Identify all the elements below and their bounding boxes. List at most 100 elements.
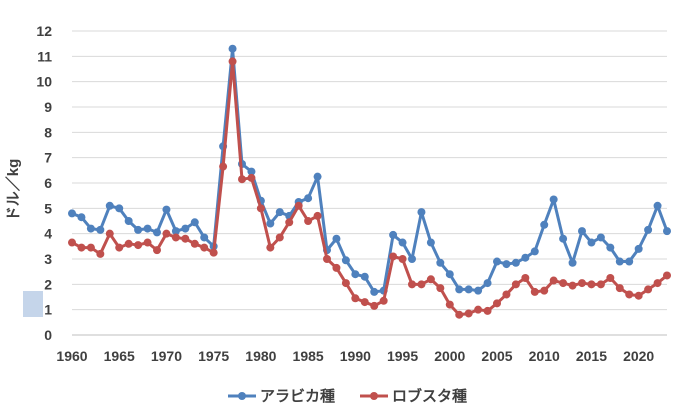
data-point <box>653 201 662 210</box>
x-tick-label: 2005 <box>481 348 512 364</box>
data-point <box>285 218 294 227</box>
data-point <box>190 239 199 248</box>
data-point <box>398 255 407 263</box>
data-point <box>445 300 454 309</box>
data-point <box>247 167 256 176</box>
data-point <box>96 249 105 258</box>
x-tick-label: 2010 <box>529 348 560 364</box>
y-tick-label: 0 <box>44 327 52 343</box>
data-point <box>313 172 322 181</box>
data-point <box>426 275 435 284</box>
series-line <box>71 47 669 294</box>
y-tick-label: 4 <box>44 226 52 242</box>
data-point <box>511 258 520 267</box>
data-point <box>596 233 605 242</box>
data-point <box>238 175 246 184</box>
data-point <box>332 234 341 243</box>
data-point <box>436 284 445 293</box>
data-point <box>568 281 577 290</box>
data-point <box>115 243 124 252</box>
data-point <box>615 257 624 266</box>
data-point <box>105 229 114 238</box>
data-point <box>389 230 398 239</box>
legend-label: ロブスタ種 <box>392 387 467 405</box>
data-point <box>540 286 549 295</box>
data-point <box>68 209 76 218</box>
data-point <box>171 233 180 242</box>
data-point <box>578 227 586 236</box>
data-point <box>398 238 407 247</box>
data-point <box>483 306 492 315</box>
data-point <box>200 243 209 252</box>
x-tick-label: 2000 <box>434 348 465 364</box>
data-point <box>256 204 265 213</box>
data-point <box>578 279 586 288</box>
x-tick-label: 1970 <box>151 348 182 364</box>
data-point <box>549 276 558 285</box>
data-point <box>304 217 313 225</box>
data-point <box>124 217 133 225</box>
data-point <box>408 255 416 263</box>
y-tick-label: 7 <box>44 150 52 166</box>
data-point <box>455 310 464 319</box>
data-point <box>162 229 171 238</box>
y-tick-label: 12 <box>36 23 52 39</box>
data-point <box>663 227 671 236</box>
y-tick-label: 1 <box>44 302 52 318</box>
data-point <box>644 285 653 294</box>
data-point <box>266 219 275 228</box>
data-point <box>143 238 152 247</box>
data-point <box>86 224 95 233</box>
data-point <box>190 218 199 227</box>
data-point <box>417 280 426 289</box>
data-point <box>294 201 303 210</box>
data-point <box>266 243 275 252</box>
data-point <box>275 208 284 217</box>
data-point <box>351 270 360 279</box>
data-point <box>181 224 190 233</box>
x-tick-label: 1975 <box>198 348 229 364</box>
data-point <box>587 238 596 247</box>
data-point <box>134 225 143 234</box>
data-point <box>370 301 379 310</box>
data-point <box>474 305 483 314</box>
data-point <box>549 195 558 204</box>
series-1 <box>68 44 671 296</box>
data-point <box>313 211 322 220</box>
gridlines <box>72 30 667 336</box>
data-point <box>653 279 662 288</box>
data-point <box>68 238 76 247</box>
data-point <box>228 44 237 53</box>
legend-marker <box>238 392 246 400</box>
data-point <box>153 228 161 237</box>
x-tick-label: 1960 <box>56 348 87 364</box>
series-layer <box>68 44 671 319</box>
data-point <box>587 280 596 289</box>
y-tick-label: 8 <box>44 124 52 140</box>
data-point <box>530 247 539 256</box>
data-point <box>134 241 143 250</box>
data-point <box>502 290 511 299</box>
data-point <box>153 246 161 255</box>
data-point <box>86 243 95 252</box>
data-point <box>474 286 483 295</box>
data-point <box>540 220 549 229</box>
data-point <box>530 287 539 296</box>
y-tick-label: 5 <box>44 200 52 216</box>
data-point <box>228 57 237 66</box>
data-point <box>171 227 180 236</box>
data-point <box>275 233 284 242</box>
data-point <box>379 296 388 305</box>
data-point <box>606 243 615 252</box>
y-tick-label: 9 <box>44 99 52 115</box>
data-point <box>323 255 331 263</box>
data-point <box>96 225 105 234</box>
x-tick-label: 1985 <box>293 348 324 364</box>
data-point <box>332 263 341 272</box>
data-point <box>181 234 190 243</box>
data-point <box>559 234 568 243</box>
legend-item: ロブスタ種 <box>360 387 467 405</box>
data-point <box>247 173 256 182</box>
